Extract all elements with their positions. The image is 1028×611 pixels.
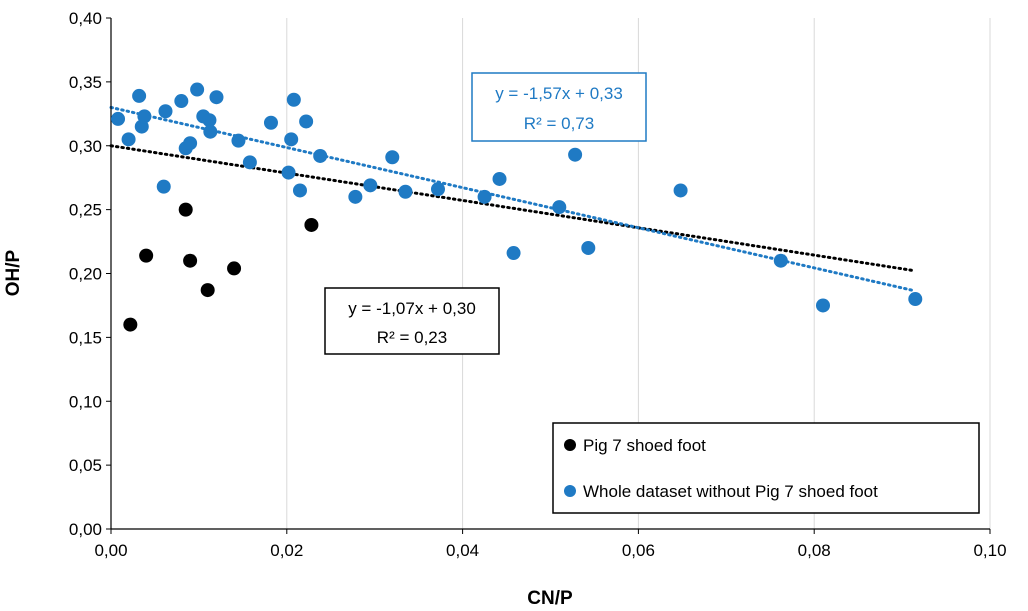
equation-pig7: y = -1,07x + 0,30 (348, 299, 476, 318)
data-point-pig7 (139, 248, 154, 263)
legend-label-whole-dataset: Whole dataset without Pig 7 shoed foot (583, 482, 878, 501)
data-point-whole-dataset (111, 111, 126, 126)
data-point-whole-dataset (242, 155, 257, 170)
data-point-whole-dataset (263, 115, 278, 130)
equation-box-whole-dataset: y = -1,57x + 0,33 R² = 0,73 (471, 72, 647, 142)
data-point-whole-dataset (209, 90, 224, 105)
data-point-whole-dataset (137, 109, 152, 124)
r-squared-pig7: R² = 0,23 (377, 328, 447, 347)
data-point-whole-dataset (286, 92, 301, 107)
data-point-whole-dataset (430, 182, 445, 197)
data-point-whole-dataset (348, 189, 363, 204)
data-point-whole-dataset (773, 253, 788, 268)
data-point-pig7 (200, 283, 215, 298)
x-tick-label: 0,04 (446, 541, 479, 560)
x-axis-title: CN/P (527, 588, 573, 609)
data-point-whole-dataset (292, 183, 307, 198)
data-point-whole-dataset (908, 292, 923, 307)
equation-box-pig7: y = -1,07x + 0,30 R² = 0,23 (324, 287, 500, 355)
data-point-whole-dataset (581, 240, 596, 255)
data-points (111, 82, 923, 332)
data-point-whole-dataset (363, 178, 378, 193)
data-point-whole-dataset (202, 113, 217, 128)
y-tick-label: 0,40 (69, 9, 102, 28)
data-point-whole-dataset (385, 150, 400, 165)
x-tick-label: 0,10 (973, 541, 1006, 560)
y-tick-label: 0,00 (69, 520, 102, 539)
y-tick-label: 0,25 (69, 201, 102, 220)
x-tick-label: 0,02 (270, 541, 303, 560)
data-point-pig7 (227, 261, 242, 276)
y-tick-label: 0,35 (69, 73, 102, 92)
data-point-pig7 (123, 317, 138, 332)
y-axis-title: OH/P (3, 249, 24, 296)
data-point-pig7 (304, 217, 319, 232)
trendline-pig7 (109, 144, 917, 273)
legend-label-pig7: Pig 7 shoed foot (583, 436, 706, 455)
data-point-whole-dataset (203, 124, 218, 139)
x-tick-label: 0,06 (622, 541, 655, 560)
x-tick-label: 0,00 (94, 541, 127, 560)
y-tick-label: 0,15 (69, 328, 102, 347)
data-point-whole-dataset (673, 183, 688, 198)
data-point-whole-dataset (284, 132, 299, 147)
x-tick-label: 0,08 (798, 541, 831, 560)
data-point-whole-dataset (281, 165, 296, 180)
y-tick-label: 0,30 (69, 137, 102, 156)
y-tick-label: 0,10 (69, 392, 102, 411)
data-point-whole-dataset (174, 94, 189, 109)
data-point-whole-dataset (477, 189, 492, 204)
data-point-whole-dataset (492, 171, 507, 186)
data-point-pig7 (183, 253, 198, 268)
data-point-whole-dataset (190, 82, 205, 97)
data-point-whole-dataset (299, 114, 314, 129)
data-point-whole-dataset (568, 147, 583, 162)
data-point-whole-dataset (231, 133, 246, 148)
data-point-whole-dataset (156, 179, 171, 194)
axes: 0,00 0,05 0,10 0,15 0,20 0,25 0,30 0,35 0,40 0,00… (69, 9, 1007, 560)
y-tick-label: 0,20 (69, 265, 102, 284)
data-point-whole-dataset (398, 184, 413, 199)
legend-marker-whole-dataset (564, 485, 576, 497)
data-point-whole-dataset (506, 246, 521, 261)
data-point-whole-dataset (815, 298, 830, 313)
equation-whole-dataset: y = -1,57x + 0,33 (495, 84, 623, 103)
data-point-whole-dataset (313, 148, 328, 163)
data-point-pig7 (178, 202, 193, 217)
data-point-whole-dataset (183, 136, 198, 151)
data-point-whole-dataset (158, 104, 173, 119)
y-tick-label: 0,05 (69, 456, 102, 475)
legend: Pig 7 shoed foot Whole dataset without P… (552, 422, 980, 514)
r-squared-whole-dataset: R² = 0,73 (524, 114, 594, 133)
data-point-whole-dataset (121, 132, 136, 147)
data-point-whole-dataset (132, 88, 147, 103)
legend-marker-pig7 (564, 439, 576, 451)
data-point-whole-dataset (552, 200, 567, 215)
